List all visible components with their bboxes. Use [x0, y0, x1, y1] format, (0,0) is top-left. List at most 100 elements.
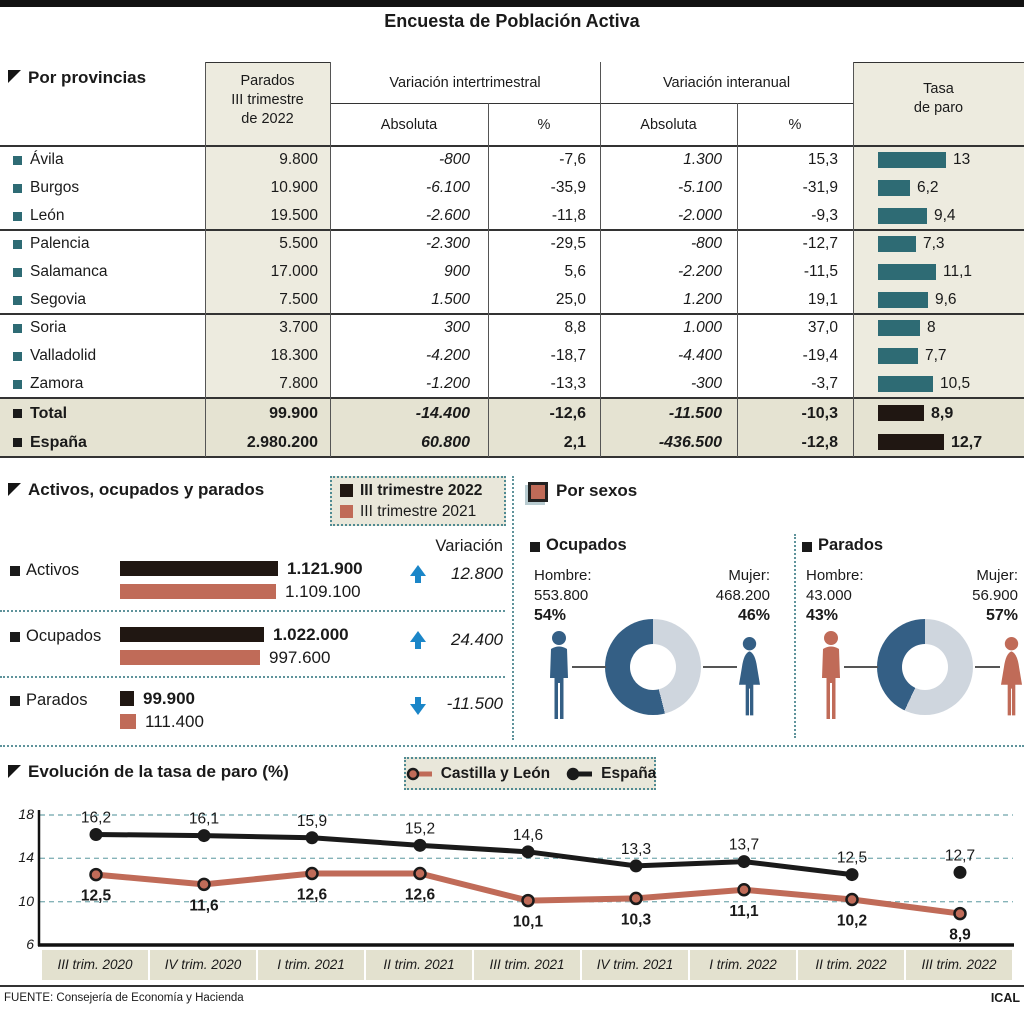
row-marker-icon — [13, 184, 22, 193]
province-name: Total — [30, 405, 68, 422]
table-row: España 2.980.200 60.800 2,1 -436.500 -12,8 12,… — [0, 428, 1024, 457]
y-tick-label: 14 — [18, 849, 34, 866]
quarter-pct-value: -35,9 — [550, 179, 586, 196]
rate-value: 8 — [927, 319, 936, 336]
line-chart: 16,2 16,1 15,9 15,2 14,6 13,3 13,7 12,5 12,7 12,5… — [37, 810, 1014, 947]
abs-year-header: Absoluta — [640, 117, 697, 133]
connector-line — [975, 666, 1000, 668]
x-tick-label: II trim. 2021 — [366, 950, 472, 980]
variation-value: -11.500 — [446, 694, 503, 713]
section-marker-icon — [8, 765, 21, 778]
table-row: Segovia 7.500 1.500 25,0 1.200 19,1 9,6 — [0, 286, 1024, 314]
x-tick-label: II trim. 2022 — [798, 950, 904, 980]
value-2022: 1.022.000 — [273, 625, 349, 644]
rate-value: 9,6 — [935, 291, 957, 308]
category-label: Parados — [26, 691, 88, 709]
value-2021: 111.400 — [145, 712, 204, 731]
year-pct-value: -3,7 — [811, 375, 838, 392]
espana-point — [197, 829, 211, 843]
quarter-abs-value: -6.100 — [426, 179, 470, 196]
year-abs-value: -300 — [690, 375, 722, 392]
arrow-down-icon — [410, 695, 426, 715]
espana-point-label: 15,2 — [405, 820, 435, 837]
unemployed-value: 18.300 — [270, 347, 318, 364]
male-label: Hombre: — [534, 567, 592, 584]
footer-source: FUENTE: Consejería de Economía y Haciend… — [4, 992, 244, 1004]
table-row: León 19.500 -2.600 -11,8 -2.000 -9,3 9,4 — [0, 202, 1024, 230]
castilla-point-label: 11,1 — [729, 903, 759, 920]
female-value: 56.900 — [972, 587, 1018, 604]
table-row: Salamanca 17.000 900 5,6 -2.200 -11,5 11,1 — [0, 258, 1024, 286]
subsection-marker-icon — [530, 542, 540, 552]
espana-point — [89, 828, 103, 841]
rate-bar — [878, 180, 910, 196]
castilla-point-label: 10,2 — [837, 913, 867, 930]
male-figure — [818, 630, 844, 727]
footer-line — [0, 985, 1024, 987]
year-abs-value: 1.300 — [683, 151, 722, 168]
value-2022: 99.900 — [143, 689, 195, 708]
table-line — [0, 397, 1024, 399]
table-line — [330, 103, 600, 104]
variation-value: 12.800 — [451, 564, 503, 583]
male-percent: 43% — [806, 607, 839, 624]
row-marker-icon — [13, 212, 22, 221]
female-percent: 57% — [985, 607, 1018, 624]
espana-line — [95, 832, 853, 878]
rate-value: 10,5 — [940, 375, 971, 392]
table-line — [600, 62, 601, 457]
rate-bar — [878, 292, 928, 308]
year-abs-value: -2.000 — [678, 207, 722, 224]
section-divider — [0, 745, 1024, 747]
connector-line — [572, 666, 606, 668]
espana-point-label: 14,6 — [513, 827, 543, 844]
arrow-up-icon — [410, 631, 426, 651]
quarter-abs-value: -2.600 — [426, 207, 470, 224]
quarter-abs-value: 60.800 — [421, 434, 470, 451]
province-name: España — [30, 434, 87, 451]
sexes-section-icon — [528, 482, 548, 502]
rate-bar — [878, 348, 918, 364]
espana-point — [305, 831, 319, 845]
year-pct-value: -31,9 — [802, 179, 838, 196]
table-line — [0, 229, 1024, 231]
row-marker-icon — [13, 409, 22, 418]
x-tick-label: III trim. 2022 — [906, 950, 1012, 980]
year-pct-value: -12,8 — [801, 434, 838, 451]
espana-point-label: 15,9 — [297, 813, 327, 830]
espana-point-label: 12,5 — [837, 850, 867, 867]
unemployed-value: 7.500 — [279, 291, 318, 308]
rate-value: 12,7 — [951, 434, 983, 451]
female-percent: 46% — [737, 607, 770, 624]
y-tick-label: 18 — [18, 806, 34, 822]
bars-legend: III trimestre 2022 III trimestre 2021 — [330, 476, 506, 526]
espana-point — [629, 859, 643, 873]
table-line — [0, 313, 1024, 315]
category-marker-icon — [10, 566, 20, 576]
evolution-section-title: Evolución de la tasa de paro (%) — [28, 762, 289, 781]
bar-2021 — [120, 650, 260, 665]
year-abs-value: -5.100 — [678, 179, 722, 196]
row-marker-icon — [13, 352, 22, 361]
footer-credit: ICAL — [990, 991, 1020, 1005]
table-line — [0, 145, 1024, 147]
male-value: 43.000 — [806, 587, 852, 604]
sexes-divider — [794, 534, 796, 738]
quarter-pct-value: 25,0 — [555, 291, 586, 308]
legend-item: III trimestre 2021 — [340, 503, 496, 521]
castilla-point — [89, 867, 103, 882]
quarter-pct-value: 5,6 — [564, 263, 586, 280]
province-name: Salamanca — [30, 263, 108, 280]
category-marker-icon — [10, 632, 20, 642]
x-tick-label: IV trim. 2021 — [582, 950, 688, 980]
legend-item: España — [564, 765, 656, 783]
rate-bar — [878, 208, 927, 224]
pct-year-header: % — [788, 117, 802, 133]
bar-2021 — [120, 714, 136, 729]
male-stats: Hombre: 43.000 43% — [806, 566, 864, 626]
rate-bar — [878, 376, 933, 392]
female-figure-icon — [1000, 637, 1023, 716]
province-name: León — [30, 207, 65, 224]
year-abs-value: -436.500 — [658, 434, 722, 451]
